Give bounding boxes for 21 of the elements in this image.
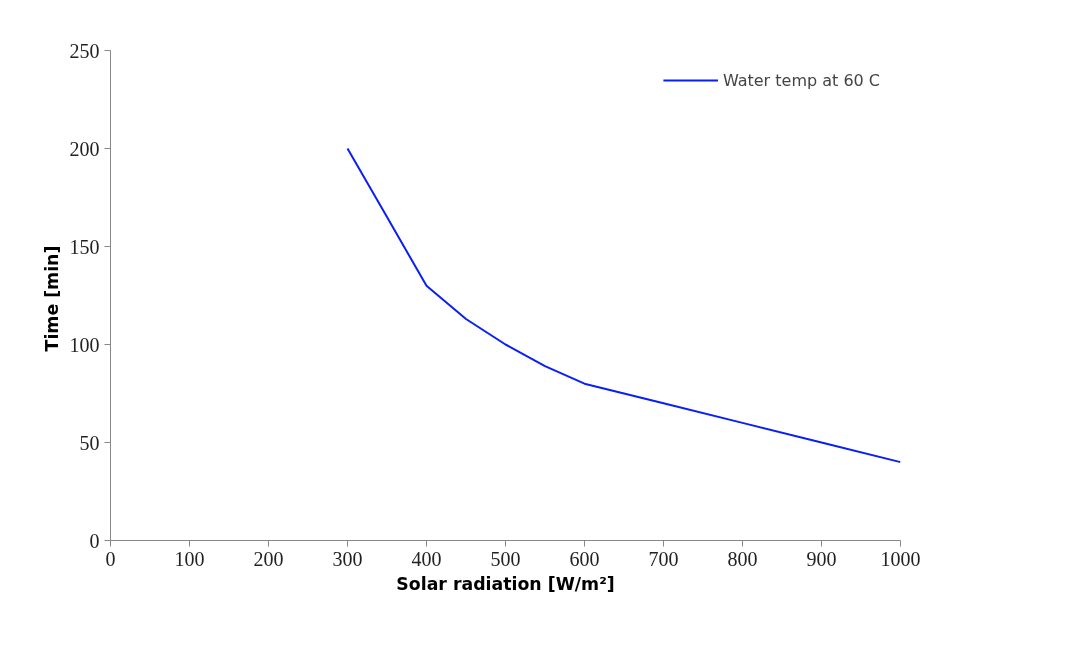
y-tick-label: 50: [79, 431, 100, 454]
x-tick-label: 100: [174, 547, 205, 570]
y-tick-label: 100: [69, 333, 100, 356]
x-tick-label: 300: [332, 547, 363, 570]
x-tick-label: 700: [648, 547, 679, 570]
legend-label: Water temp at 60 C: [722, 70, 880, 90]
line-series: [346, 147, 901, 464]
x-tick-label: 600: [569, 547, 600, 570]
x-tick-label: 0: [105, 547, 116, 570]
y-tick-label: 250: [69, 39, 100, 62]
x-tick-label: 900: [806, 547, 837, 570]
x-tick-label: 200: [253, 547, 284, 570]
y-axis-title: Time [min]: [41, 245, 62, 352]
y-tick-label: 0: [89, 529, 100, 552]
x-tick-label: 1000: [880, 547, 921, 570]
y-tick-label: 200: [69, 137, 100, 160]
x-tick-label: 400: [411, 547, 442, 570]
x-axis-title: Solar radiation [W/m²]: [396, 573, 615, 594]
x-tick-label: 500: [490, 547, 521, 570]
y-tick-label: 150: [69, 235, 100, 258]
x-tick-label: 800: [727, 547, 758, 570]
